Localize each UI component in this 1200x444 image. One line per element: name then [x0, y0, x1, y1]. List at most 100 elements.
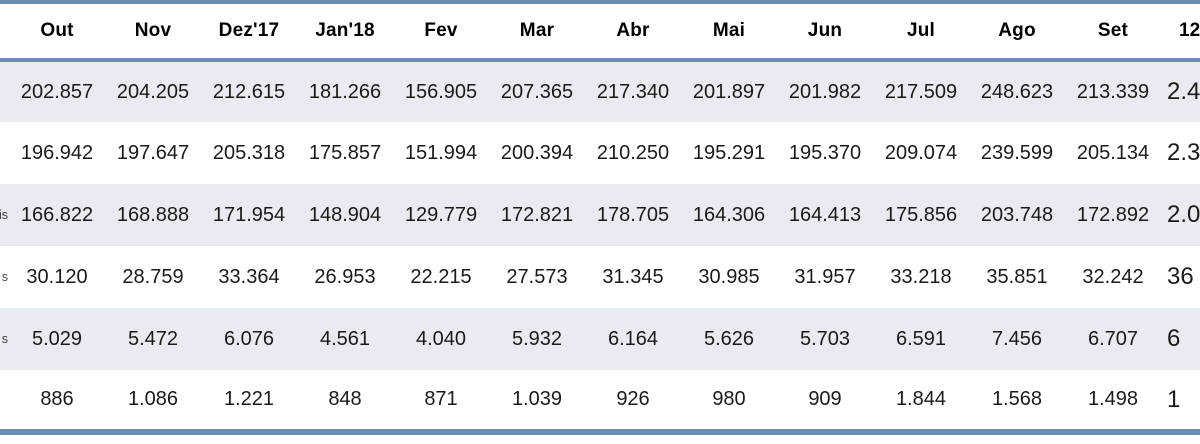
table-cell: 886	[40, 388, 74, 410]
month-column-header: Jun	[807, 20, 843, 41]
total-cell: 2.4	[1167, 78, 1200, 105]
month-column-header: Abr	[616, 20, 650, 41]
row-label-fragment	[0, 122, 9, 184]
table-cell: 202.857	[20, 80, 94, 103]
table-cell: 195.291	[692, 141, 766, 164]
table-cell: 213.339	[1076, 80, 1150, 103]
month-column-header: Nov	[134, 20, 172, 41]
month-column-header: Jul	[906, 20, 936, 41]
monthly-values-table: Out Nov Dez'17 Jan'18 Fev Mar Abr Mai Jun Jul Ago S…	[0, 0, 1200, 435]
total-cell: 1	[1167, 385, 1181, 413]
table-cell: 33.218	[890, 265, 952, 288]
table-cell: 217.340	[596, 80, 670, 103]
table-cell: 178.705	[596, 203, 670, 226]
total-cell: 2.3	[1167, 139, 1200, 166]
table-row: 202.857 204.205 212.615 181.266 156.905 207.3…	[0, 60, 1200, 122]
table-cell: 195.370	[788, 141, 862, 164]
table-cell: 4.561	[319, 327, 371, 350]
table-cell: 205.318	[212, 141, 286, 164]
table-cell: 5.029	[31, 327, 83, 350]
month-column-header: Dez'17	[218, 20, 280, 41]
table-cell: 5.932	[511, 327, 563, 350]
table-cell: 217.509	[884, 80, 958, 103]
table-cell: 172.892	[1076, 203, 1150, 226]
table-cell: 35.851	[986, 265, 1048, 288]
table-offset-wrap: Out Nov Dez'17 Jan'18 Fev Mar Abr Mai Jun Jul Ago S…	[0, 0, 1200, 435]
table-cell: 172.821	[500, 203, 574, 226]
table-cell: 1.568	[991, 388, 1043, 410]
table-row: 196.942 197.647 205.318 175.857 151.994 200.3…	[0, 122, 1200, 184]
total-cell: 6	[1167, 325, 1181, 352]
table-cell: 30.120	[26, 265, 88, 288]
table-cell: 909	[808, 388, 842, 410]
table-cell: 200.394	[500, 141, 574, 164]
table-cell: 31.957	[794, 265, 856, 288]
table-cell: 164.306	[692, 203, 766, 226]
table-cell: 210.250	[596, 141, 670, 164]
table-cell: 1.221	[223, 388, 275, 410]
table-cell: 156.905	[404, 80, 478, 103]
total-cell: 36	[1167, 263, 1194, 290]
table-cell: 31.345	[602, 265, 664, 288]
table-cell: 6.591	[895, 327, 947, 350]
table-cell: 201.982	[788, 80, 862, 103]
total-cell: 2.0	[1167, 201, 1200, 228]
table-cell: 151.994	[404, 141, 478, 164]
total-column-header: 12	[1179, 20, 1200, 41]
month-column-header: Set	[1097, 20, 1129, 41]
table-cell: 22.215	[410, 265, 472, 288]
table-cell: 164.413	[788, 203, 862, 226]
month-column-header: Jan'18	[315, 20, 375, 41]
table-cell: 6.164	[607, 327, 659, 350]
row-label-fragment: s	[1, 332, 8, 346]
row-label-fragment: is	[0, 208, 8, 222]
table-cell: 5.472	[127, 327, 179, 350]
table-cell: 204.205	[116, 80, 190, 103]
table-row: is 166.822 168.888 171.954 148.904 129.779 172…	[0, 184, 1200, 246]
table-cell: 212.615	[212, 80, 286, 103]
table-cell: 32.242	[1082, 265, 1144, 288]
table-cell: 129.779	[404, 203, 478, 226]
table-cell: 1.844	[895, 388, 947, 410]
table-cell: 205.134	[1076, 141, 1150, 164]
table-cell: 4.040	[415, 327, 467, 350]
table-cell: 203.748	[980, 203, 1054, 226]
month-column-header: Fev	[424, 20, 458, 41]
table-cell: 248.623	[980, 80, 1054, 103]
table-cell: 168.888	[116, 203, 190, 226]
table-cell: 148.904	[308, 203, 382, 226]
month-column-header: Mai	[712, 20, 746, 41]
table-cell: 980	[712, 388, 746, 410]
table-row: s 30.120 28.759 33.364 26.953 22.215 27.573 31.…	[0, 246, 1200, 308]
table-cell: 175.857	[308, 141, 382, 164]
table-cell: 926	[616, 388, 650, 410]
header-row: Out Nov Dez'17 Jan'18 Fev Mar Abr Mai Jun Jul Ago S…	[0, 2, 1200, 60]
table-cell: 1.039	[511, 388, 563, 410]
table-row: s 5.029 5.472 6.076 4.561 4.040 5.932 6.164 5.62…	[0, 308, 1200, 370]
table-cell: 28.759	[122, 265, 184, 288]
month-column-header: Out	[40, 20, 74, 41]
table-cell: 5.703	[799, 327, 851, 350]
table-cell: 207.365	[500, 80, 574, 103]
table-cell: 33.364	[218, 265, 280, 288]
row-label-fragment: s	[1, 270, 8, 284]
table-cell: 209.074	[884, 141, 958, 164]
table-cell: 166.822	[20, 203, 94, 226]
table-cell: 30.985	[698, 265, 760, 288]
table-cell: 871	[424, 388, 458, 410]
table-cell: 171.954	[212, 203, 286, 226]
table-cell: 5.626	[703, 327, 755, 350]
row-label-fragment	[0, 60, 9, 122]
table-cell: 197.647	[116, 141, 190, 164]
table-cell: 175.856	[884, 203, 958, 226]
table-cell: 1.498	[1087, 388, 1139, 410]
table-cell: 201.897	[692, 80, 766, 103]
row-label-column-header	[0, 2, 9, 60]
table-cell: 7.456	[991, 327, 1043, 350]
month-column-header: Mar	[519, 20, 555, 41]
table-row: 886 1.086 1.221 848 871 1.039 926 980 909 1.844 1.…	[0, 370, 1200, 432]
table-cell: 6.707	[1087, 327, 1139, 350]
table-cell: 27.573	[506, 265, 568, 288]
table-cell: 239.599	[980, 141, 1054, 164]
